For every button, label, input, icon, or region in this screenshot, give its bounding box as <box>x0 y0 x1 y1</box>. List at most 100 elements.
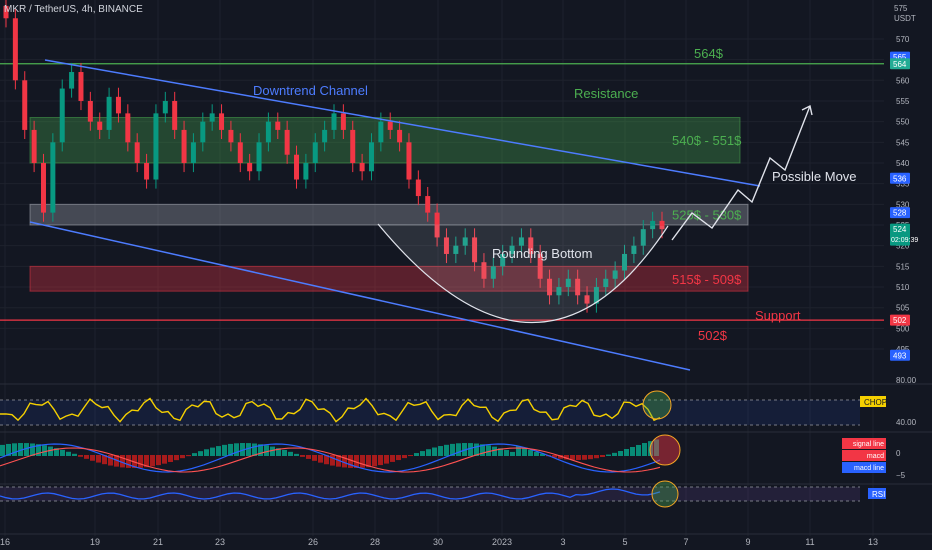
candle-body <box>462 237 468 246</box>
candle-body <box>78 72 84 101</box>
macd-histogram-bar <box>540 453 545 456</box>
macd-level-neg: −5 <box>896 471 906 480</box>
macd-histogram-bar <box>402 455 407 459</box>
macd-histogram-bar <box>642 442 647 456</box>
macd-histogram-bar <box>606 454 611 456</box>
chop-level-low: 40.00 <box>896 418 917 427</box>
annotation-1: Resistance <box>574 86 638 101</box>
candle-body <box>650 220 656 230</box>
time-label-7: 2023 <box>492 537 512 547</box>
level-label-564: 564$ <box>694 46 724 61</box>
candle-body <box>368 142 374 172</box>
macd-legend-badge-2 <box>842 462 886 473</box>
rsi-line <box>0 488 661 500</box>
macd-histogram-bar <box>432 447 437 456</box>
macd-histogram-bar <box>408 455 413 457</box>
candle-body <box>200 121 206 143</box>
candle-body <box>415 179 421 197</box>
macd-histogram-bar <box>150 455 155 467</box>
macd-histogram-bar <box>456 443 461 456</box>
candle-body <box>134 142 140 163</box>
time-label-11: 9 <box>745 537 750 547</box>
candle-body <box>593 287 599 304</box>
candle-body <box>312 142 318 163</box>
channel-lower-line <box>29 221 691 371</box>
candle-body <box>31 129 37 163</box>
macd-histogram-bar <box>66 451 71 456</box>
candle-body <box>256 142 262 172</box>
price-tick-570: 570 <box>896 35 910 44</box>
candle-body <box>622 253 628 271</box>
zone-2 <box>29 265 749 292</box>
chop-level-high: 80.00 <box>896 376 917 385</box>
zone-1 <box>29 203 749 226</box>
macd-histogram-bar <box>288 451 293 456</box>
possible-move-arrowhead <box>801 104 813 116</box>
macd-histogram-bar <box>126 455 131 468</box>
price-badge-3 <box>890 207 910 219</box>
macd-legend-badge-0 <box>842 438 886 449</box>
macd-histogram-bar <box>324 455 329 465</box>
macd-histogram-bar <box>30 443 35 456</box>
price-tick-530: 530 <box>896 200 910 209</box>
macd-level-zero: 0 <box>896 449 901 458</box>
price-axis-unit: USDT <box>894 14 916 23</box>
zone-label-0: 540$ - 551$ <box>672 133 742 148</box>
macd-histogram-bar <box>618 450 623 456</box>
macd-histogram-bar <box>474 443 479 456</box>
candle-body <box>265 121 271 143</box>
macd-histogram-bar <box>258 444 263 456</box>
candle-body <box>547 278 553 296</box>
chop-line <box>0 397 661 423</box>
annotation-4: Support <box>755 308 801 323</box>
macd-histogram-bar <box>576 455 581 460</box>
macd-histogram-bar <box>144 455 149 468</box>
macd-histogram-bar <box>276 448 281 456</box>
candle-body <box>500 253 506 267</box>
macd-histogram-bar <box>120 455 125 468</box>
level-label-502: 502$ <box>698 328 728 343</box>
candle-body <box>443 237 449 254</box>
macd-histogram-bar <box>102 455 107 465</box>
candle-body <box>97 121 103 130</box>
candle-body <box>303 162 309 180</box>
macd-histogram-bar <box>0 444 5 456</box>
candle-body <box>387 121 393 130</box>
macd-histogram-bar <box>654 439 659 456</box>
macd-histogram-bar <box>480 444 485 456</box>
macd-histogram-bar <box>600 455 605 458</box>
price-tick-560: 560 <box>896 76 910 85</box>
macd-histogram-bar <box>468 443 473 456</box>
macd-histogram-bar <box>240 443 245 456</box>
chop-highlight-circle <box>642 390 672 420</box>
candle-body <box>631 245 637 254</box>
candle-body <box>40 162 46 213</box>
price-tick-550: 550 <box>896 118 910 127</box>
macd-histogram-bar <box>594 455 599 459</box>
candle-body <box>115 96 121 114</box>
macd-histogram-bar <box>234 443 239 456</box>
macd-histogram-bar <box>498 448 503 456</box>
candle-body <box>528 237 534 254</box>
macd-histogram-bar <box>210 447 215 456</box>
macd-histogram-bar <box>444 444 449 456</box>
macd-histogram-bar <box>588 455 593 460</box>
macd-histogram-bar <box>108 455 113 466</box>
candle-body <box>406 142 412 180</box>
price-tick-540: 540 <box>896 159 910 168</box>
candle-body <box>472 237 478 263</box>
candle-body <box>106 96 112 130</box>
price-badge-extra-4: 02:09:39 <box>891 237 918 244</box>
macd-histogram-bar <box>18 443 23 456</box>
candle-body <box>219 113 225 130</box>
candle-body <box>612 270 618 279</box>
candle-body <box>69 72 75 89</box>
candle-body <box>237 142 243 163</box>
candle-body <box>190 142 196 163</box>
candle-body <box>12 18 18 81</box>
candle-body <box>294 154 300 180</box>
candle-body <box>331 113 337 130</box>
candle-body <box>275 121 281 130</box>
macd-histogram-bar <box>438 446 443 456</box>
